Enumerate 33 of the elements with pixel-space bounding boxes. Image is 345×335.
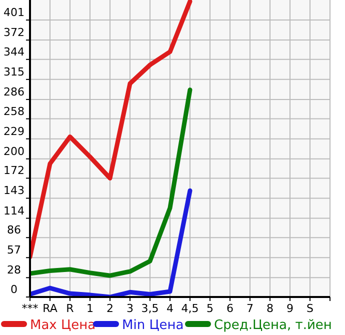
y-tick-label: 200 <box>4 144 24 158</box>
x-tick-label: 6 <box>226 302 234 315</box>
y-tick-label: 28 <box>7 264 21 277</box>
y-tick-label: 286 <box>4 85 24 98</box>
x-tick-label: 3 <box>126 302 134 315</box>
y-tick-label: 172 <box>4 164 24 178</box>
y-tick-label: 143 <box>4 184 24 198</box>
y-tick-label: 344 <box>4 45 24 58</box>
y-tick-label: 401 <box>4 6 24 20</box>
x-tick-label: 9 <box>286 302 294 315</box>
x-tick-label: RA <box>42 302 58 315</box>
x-tick-label: R <box>66 302 74 315</box>
legend-label: Max Цена <box>30 318 96 333</box>
legend-label: Min Цена <box>122 318 184 333</box>
y-tick-label: 57 <box>7 244 21 257</box>
y-tick-label: 0 <box>10 283 18 296</box>
x-tick-label: 7 <box>246 302 254 315</box>
y-tick-label: 86 <box>7 224 21 237</box>
x-tick-label: 1 <box>86 302 94 315</box>
y-tick-label: 315 <box>4 65 24 78</box>
x-tick-label: 2 <box>106 302 114 315</box>
legend-label: Сред.Цена, т.йен <box>214 318 332 333</box>
x-tick-label: S <box>306 302 314 315</box>
x-tick-label: 4,5 <box>181 302 199 315</box>
y-tick-label: 229 <box>4 124 24 138</box>
y-tick-label: 114 <box>4 204 24 218</box>
x-tick-label: 8 <box>266 302 274 315</box>
x-tick-label: 5 <box>206 302 214 315</box>
y-tick-label: 258 <box>4 104 24 118</box>
x-tick-label: 4 <box>166 302 174 315</box>
y-tick-label: 372 <box>4 26 24 40</box>
x-tick-label: *** <box>22 302 39 315</box>
x-tick-label: 3,5 <box>141 302 159 315</box>
